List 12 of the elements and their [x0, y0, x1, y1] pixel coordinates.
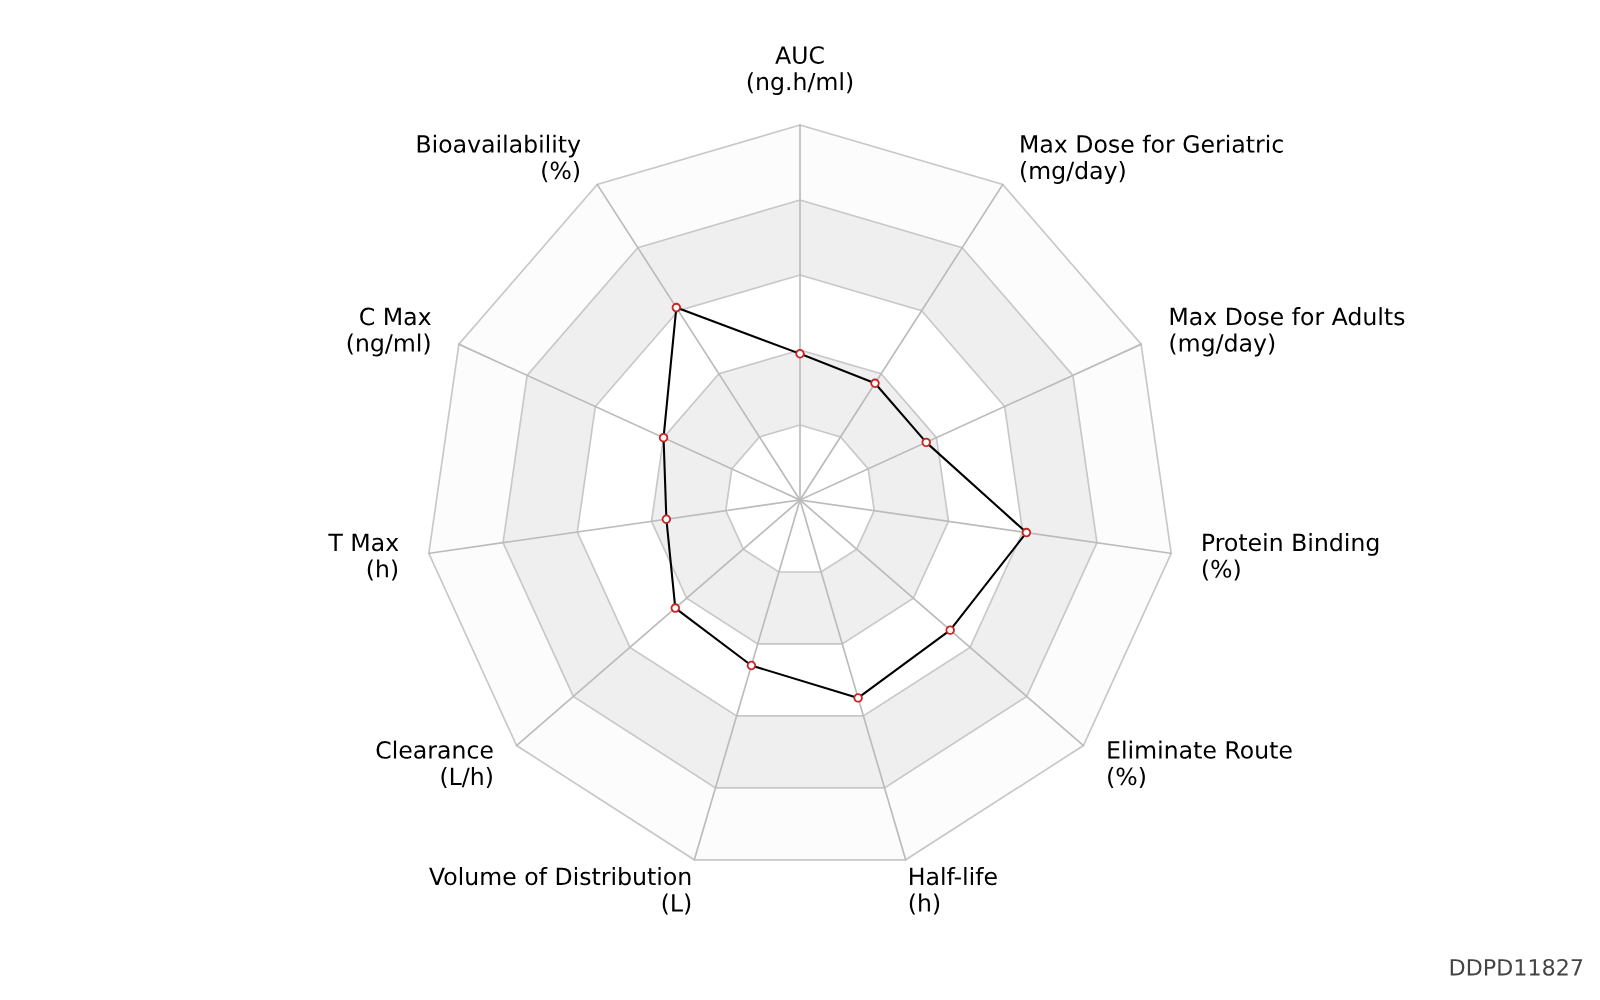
spoke-label: T Max (h)	[328, 533, 399, 581]
spoke-label: Max Dose for Adults (mg/day)	[1170, 307, 1405, 357]
spoke-label: Max Dose for Geriatric (mg/day)	[1020, 134, 1283, 184]
spoke-label: Half-life (h)	[909, 867, 997, 915]
spoke-label: Clearance (L/h)	[376, 740, 493, 789]
spoke-label: Eliminate Route (%)	[1108, 740, 1292, 789]
spoke-label: Bioavailability (%)	[417, 134, 581, 183]
spoke-label: AUC (ng.h/ml)	[747, 46, 853, 95]
spoke-label: C Max (ng/ml)	[347, 307, 431, 357]
spoke-label: Protein Binding (%)	[1202, 532, 1379, 581]
spoke-label: Volume of Distribution (L)	[429, 867, 691, 915]
text: DDPD11827	[1450, 958, 1583, 976]
